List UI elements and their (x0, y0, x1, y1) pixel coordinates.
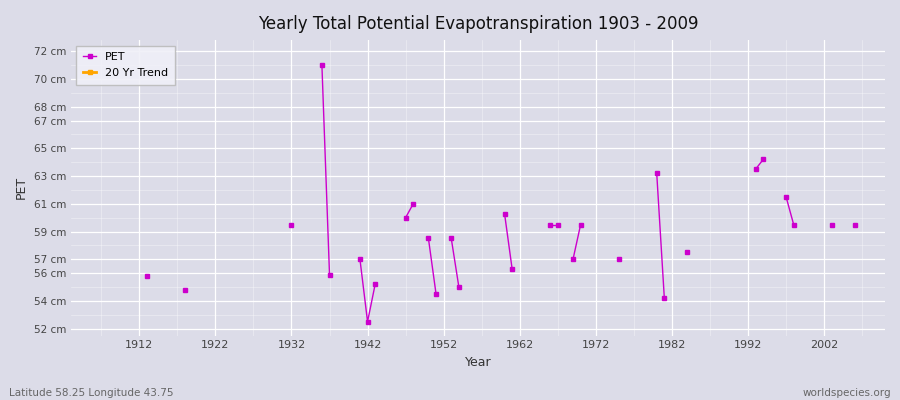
Text: Latitude 58.25 Longitude 43.75: Latitude 58.25 Longitude 43.75 (9, 388, 174, 398)
Legend: PET, 20 Yr Trend: PET, 20 Yr Trend (76, 46, 175, 85)
Text: worldspecies.org: worldspecies.org (803, 388, 891, 398)
X-axis label: Year: Year (464, 356, 491, 369)
Title: Yearly Total Potential Evapotranspiration 1903 - 2009: Yearly Total Potential Evapotranspiratio… (257, 15, 698, 33)
Y-axis label: PET: PET (15, 176, 28, 200)
